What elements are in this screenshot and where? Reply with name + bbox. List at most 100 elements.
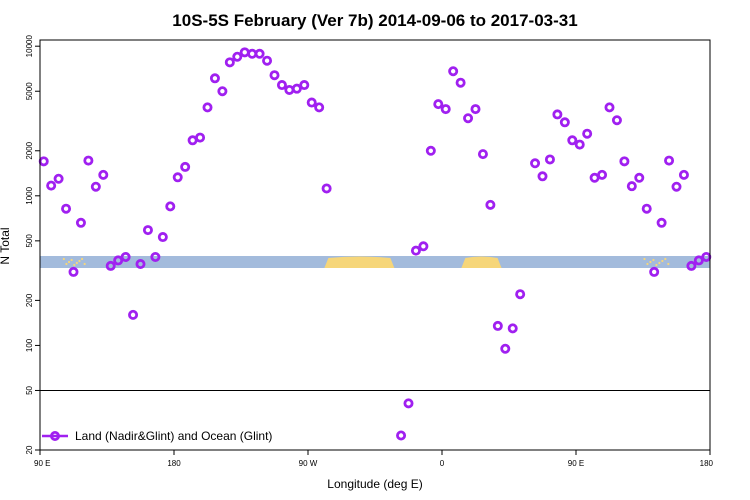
island-speck [67, 260, 71, 264]
data-point [515, 289, 526, 300]
data-point [217, 86, 228, 97]
island-cluster-2 [643, 257, 670, 267]
x-tick-label: 90 E [34, 459, 50, 468]
island-speck [65, 262, 68, 266]
legend: Land (Nadir&Glint) and Ocean (Glint) [42, 429, 272, 443]
surface-band [40, 256, 710, 268]
island-speck [652, 258, 655, 262]
data-point [425, 145, 436, 156]
x-tick-label: 90 W [299, 459, 318, 468]
y-axis: 20 50 100 200 500 1000 2000 5000 10000 [25, 35, 40, 454]
land-segment-2 [461, 256, 502, 268]
island-speck [75, 261, 78, 265]
plot-frame [39, 39, 711, 451]
data-point [157, 232, 168, 243]
data-point [649, 266, 660, 277]
land-segment-1 [324, 256, 395, 268]
island-speck [646, 262, 649, 266]
data-point [507, 323, 518, 334]
data-point [448, 66, 459, 77]
x-tick-label: 90 E [568, 459, 584, 468]
data-point [597, 169, 608, 180]
x-axis-label: Longitude (deg E) [327, 477, 422, 491]
data-point [396, 430, 407, 441]
data-point [306, 97, 317, 108]
island-speck [70, 258, 73, 262]
y-tick-label: 1000 [25, 186, 34, 204]
data-point [604, 102, 615, 113]
data-point [656, 217, 667, 228]
island-speck [73, 263, 76, 267]
data-point [142, 225, 153, 236]
data-point [224, 57, 235, 68]
y-tick-label: 200 [25, 293, 34, 307]
island-speck [78, 259, 81, 263]
data-point [239, 47, 250, 58]
legend-entry: Land (Nadir&Glint) and Ocean (Glint) [75, 429, 272, 443]
x-tick-label: 180 [167, 459, 181, 468]
data-point [477, 149, 488, 160]
data-point [314, 102, 325, 113]
data-point [530, 158, 541, 169]
data-point [262, 55, 273, 66]
data-point [269, 70, 280, 81]
data-point [544, 154, 555, 165]
data-point [46, 180, 57, 191]
chart-title: 10S-5S February (Ver 7b) 2014-09-06 to 2… [172, 11, 577, 30]
island-speck [658, 261, 661, 265]
data-point [209, 73, 220, 84]
data-point [53, 173, 64, 184]
data-point [68, 266, 79, 277]
data-point [485, 199, 496, 210]
data-point [165, 201, 176, 212]
data-point [537, 171, 548, 182]
data-point [105, 260, 116, 271]
data-point [128, 309, 139, 320]
data-point [284, 84, 295, 95]
data-point [470, 104, 481, 115]
data-point [90, 181, 101, 192]
data-point [120, 251, 131, 262]
data-point [664, 155, 675, 166]
data-point [500, 343, 511, 354]
data-point [410, 245, 421, 256]
data-point [180, 161, 191, 172]
data-point [552, 109, 563, 120]
island-speck [664, 257, 667, 261]
data-point [321, 183, 332, 194]
y-tick-label: 50 [25, 385, 34, 394]
island-speck [655, 263, 658, 267]
data-point [492, 320, 503, 331]
data-point [567, 135, 578, 146]
x-axis: 90 E 180 90 W 0 90 E 180 [34, 450, 714, 468]
y-tick-label: 2000 [25, 141, 34, 159]
data-point [582, 128, 593, 139]
data-point [440, 104, 451, 115]
y-tick-label: 5000 [25, 82, 34, 100]
x-tick-label: 180 [700, 459, 714, 468]
data-point [299, 80, 310, 91]
data-point [574, 139, 585, 150]
data-point [61, 203, 72, 214]
data-point [693, 255, 704, 266]
data-point [619, 156, 630, 167]
x-tick-label: 0 [440, 459, 445, 468]
data-point [232, 51, 243, 62]
data-point [38, 156, 49, 167]
data-point [113, 255, 124, 266]
data-point [202, 102, 213, 113]
y-axis-label: N Total [0, 227, 12, 264]
data-point [611, 115, 622, 126]
data-point [172, 172, 183, 183]
island-speck [80, 257, 84, 261]
y-tick-label: 20 [25, 445, 34, 454]
data-point [463, 113, 474, 124]
data-point [98, 169, 109, 180]
y-tick-label: 500 [25, 234, 34, 248]
legend-marker [50, 430, 61, 441]
data-point [686, 260, 697, 271]
data-point [83, 155, 94, 166]
data-point [195, 132, 206, 143]
data-point [276, 80, 287, 91]
